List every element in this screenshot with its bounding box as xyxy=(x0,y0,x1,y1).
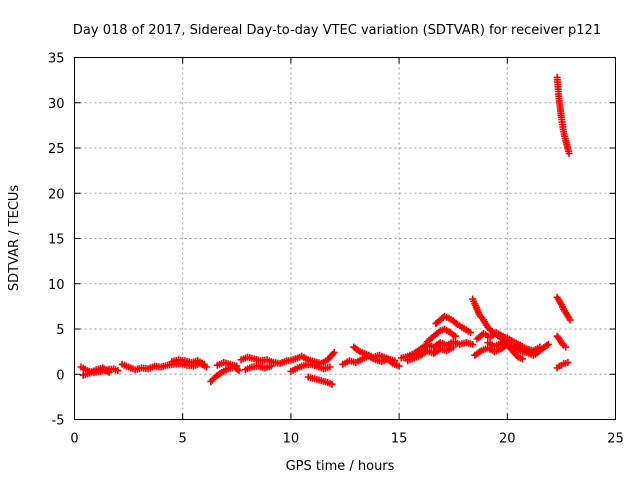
data-point xyxy=(518,355,526,363)
data-point xyxy=(487,326,495,334)
y-tick-label: 20 xyxy=(48,187,65,202)
y-tick-label: 10 xyxy=(48,278,65,293)
data-point xyxy=(565,149,573,157)
data-point xyxy=(395,362,403,370)
x-tick-label: 20 xyxy=(499,432,516,447)
data-point xyxy=(469,340,477,348)
grid-lines xyxy=(74,57,616,420)
y-tick-label: 25 xyxy=(48,142,65,157)
y-tick-labels: -5 0 5 10 15 20 25 30 35 xyxy=(48,52,65,429)
data-point xyxy=(449,343,457,351)
x-tick-label: 5 xyxy=(179,432,187,447)
data-point xyxy=(114,367,122,375)
chart-title: Day 018 of 2017, Sidereal Day-to-day VTE… xyxy=(73,23,601,38)
x-tick-label: 10 xyxy=(283,432,300,447)
data-point xyxy=(564,359,572,366)
data-point xyxy=(544,340,552,348)
x-tick-labels: 0 5 10 15 20 25 xyxy=(70,432,623,447)
data-point xyxy=(235,367,243,375)
data-points xyxy=(77,73,574,388)
y-tick-label: 15 xyxy=(48,233,65,248)
axis-ticks xyxy=(74,57,616,420)
y-tick-label: -5 xyxy=(52,414,65,429)
y-axis-label: SDTVAR / TECUs xyxy=(7,185,22,292)
data-point xyxy=(200,360,208,368)
x-axis-label: GPS time / hours xyxy=(286,459,395,474)
data-point xyxy=(566,316,574,324)
data-point xyxy=(267,362,275,370)
data-point xyxy=(330,349,338,356)
x-tick-label: 0 xyxy=(70,432,78,447)
data-point xyxy=(536,343,544,351)
y-tick-label: 35 xyxy=(48,52,65,67)
y-tick-label: 0 xyxy=(56,368,64,383)
data-point xyxy=(452,319,460,327)
data-point xyxy=(328,380,336,388)
data-point xyxy=(233,362,241,370)
data-point xyxy=(467,329,474,337)
data-point xyxy=(562,343,570,351)
y-tick-label: 5 xyxy=(56,323,64,338)
x-tick-label: 15 xyxy=(391,432,408,447)
x-tick-label: 25 xyxy=(607,432,624,447)
data-point xyxy=(559,340,566,348)
data-point xyxy=(451,332,459,340)
y-tick-label: 30 xyxy=(48,97,65,112)
data-point xyxy=(326,363,334,371)
data-point xyxy=(105,368,113,376)
